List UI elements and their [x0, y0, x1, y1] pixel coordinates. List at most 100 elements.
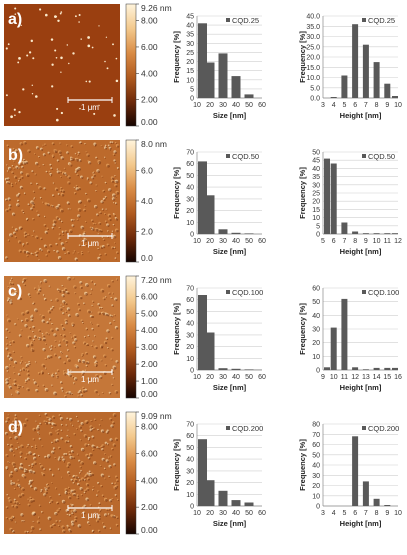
panel-label: d) [8, 419, 23, 436]
afm-shadow [43, 365, 46, 368]
afm-shadow [70, 419, 72, 421]
y-tick-label: 50 [186, 173, 194, 180]
afm-shadow [92, 220, 94, 222]
x-tick-label: 13 [362, 374, 370, 381]
afm-shadow [20, 335, 22, 337]
afm-particle [91, 305, 92, 306]
afm-shadow [50, 347, 51, 348]
afm-particle [22, 245, 23, 246]
afm-shadow [69, 488, 70, 489]
afm-shadow [45, 280, 48, 283]
afm-shadow [113, 293, 114, 294]
afm-shadow [27, 454, 28, 455]
bar [374, 62, 380, 98]
y-tick-label: 10 [186, 220, 194, 227]
afm-shadow [47, 172, 48, 173]
afm-shadow [39, 286, 40, 287]
afm-particle [55, 206, 56, 207]
afm-particle [54, 457, 55, 458]
afm-shadow [107, 460, 109, 462]
afm-shadow [39, 167, 40, 168]
afm-shadow [89, 445, 90, 446]
afm-shadow [39, 373, 41, 375]
afm-shadow [75, 480, 78, 483]
afm-shadow [80, 160, 82, 162]
afm-particle [36, 210, 37, 211]
afm-particle [12, 227, 13, 228]
afm-shadow [73, 253, 74, 254]
bar [374, 368, 380, 370]
y-tick-label: 20 [312, 199, 320, 206]
bar [352, 232, 358, 235]
afm-shadow [61, 335, 62, 336]
afm-shadow [57, 329, 59, 331]
afm-shadow [30, 297, 31, 298]
afm-shadow [39, 290, 41, 292]
afm-shadow [15, 177, 17, 179]
afm-shadow [62, 388, 64, 390]
afm-shadow [65, 289, 67, 291]
afm-shadow [64, 307, 65, 308]
afm-shadow [54, 221, 57, 224]
y-axis-label: Frequency [%] [298, 439, 307, 491]
afm-shadow [24, 162, 26, 164]
afm-shadow [98, 491, 99, 492]
afm-shadow [63, 295, 65, 297]
afm-shadow [99, 448, 100, 449]
afm-shadow [35, 336, 37, 338]
afm-shadow [77, 175, 79, 177]
y-tick-label: 30 [312, 473, 320, 480]
y-tick-label: 30.0 [306, 34, 320, 41]
y-tick-label: 10 [312, 493, 320, 500]
y-tick-label: 5 [190, 86, 194, 93]
afm-shadow [41, 490, 43, 492]
afm-shadow [75, 251, 76, 252]
afm-shadow [93, 446, 95, 448]
y-tick-label: 0 [316, 504, 320, 511]
afm-shadow [68, 359, 71, 362]
x-tick-label: 50 [245, 238, 253, 245]
afm-shadow [114, 203, 115, 204]
afm-shadow [9, 199, 11, 201]
afm-shadow [74, 510, 77, 513]
afm-shadow [112, 449, 114, 451]
afm-shadow [70, 164, 72, 166]
afm-shadow [68, 442, 69, 443]
colorbar-tick-label: 0.00 [141, 389, 158, 399]
afm-particle [64, 168, 65, 169]
afm-shadow [89, 252, 90, 253]
afm-shadow [117, 525, 119, 527]
afm-particle [35, 361, 36, 362]
afm-shadow [55, 341, 56, 342]
afm-shadow [99, 395, 100, 396]
afm-shadow [99, 234, 100, 235]
afm-shadow [111, 456, 112, 457]
afm-shadow [57, 217, 59, 219]
afm-shadow [110, 150, 111, 151]
panel-c: c)1 μm7.20 nm6.005.004.003.002.001.000.0… [4, 275, 402, 399]
afm-shadow [40, 464, 41, 465]
afm-particle [31, 40, 33, 42]
afm-shadow [19, 496, 22, 499]
afm-shadow [26, 279, 27, 280]
afm-shadow [56, 244, 58, 246]
afm-shadow [86, 284, 89, 287]
afm-shadow [71, 457, 74, 460]
afm-shadow [112, 281, 114, 283]
afm-shadow [103, 459, 105, 461]
afm-shadow [6, 455, 8, 457]
afm-shadow [103, 496, 105, 498]
afm-particle [92, 489, 93, 490]
afm-shadow [116, 197, 117, 198]
afm-shadow [114, 154, 116, 156]
afm-shadow [10, 529, 12, 531]
afm-shadow [40, 439, 42, 441]
afm-shadow [28, 445, 29, 446]
y-tick-label: 40 [186, 321, 194, 328]
afm-particle [68, 208, 69, 209]
afm-shadow [84, 303, 85, 304]
afm-shadow [8, 179, 10, 181]
afm-shadow [33, 219, 35, 221]
afm-particle [35, 95, 38, 98]
afm-shadow [108, 348, 109, 349]
